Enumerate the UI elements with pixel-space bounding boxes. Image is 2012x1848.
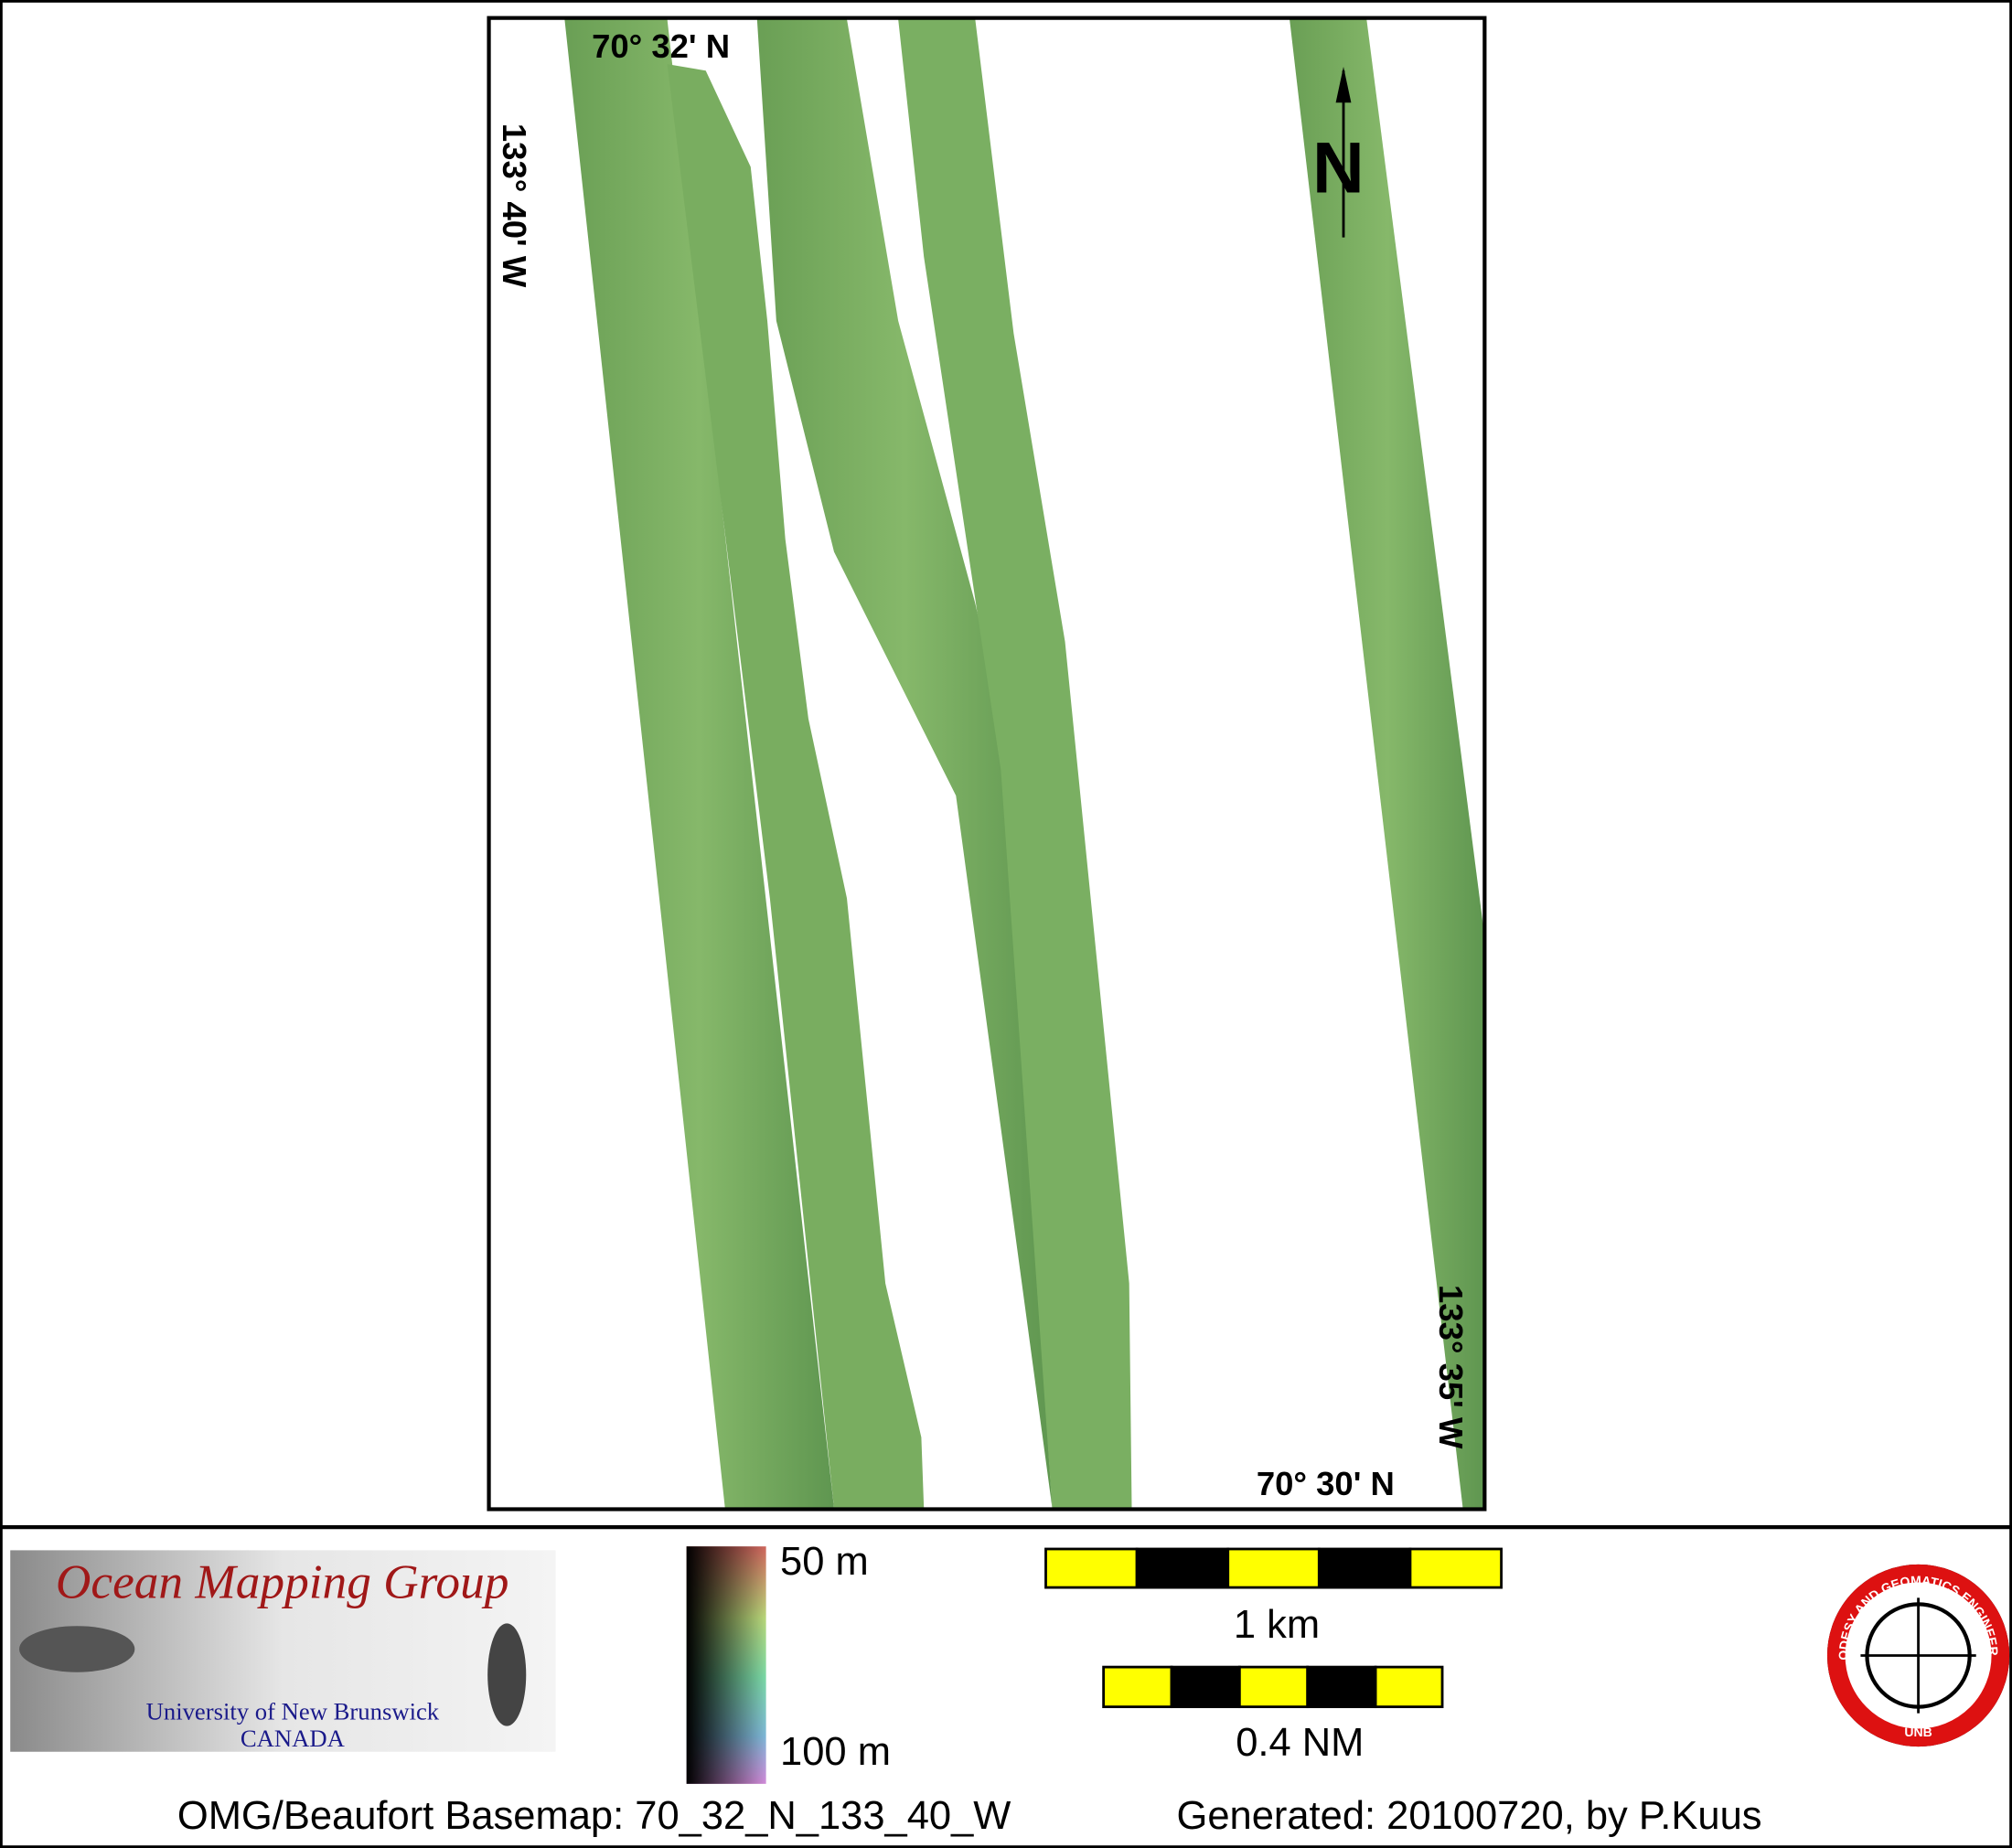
colorbar-label: 100 m <box>780 1730 891 1774</box>
scale-seg <box>1317 1547 1412 1589</box>
gge-ring <box>1826 1564 2010 1747</box>
colorbar-shade <box>686 1546 766 1784</box>
scale-seg <box>1044 1547 1139 1589</box>
omg-country: CANADA <box>241 1725 346 1752</box>
north-label: N <box>1312 128 1365 208</box>
footer-basemap: OMG/Beaufort Basemap: 70_32_N_133_40_W <box>177 1794 1011 1838</box>
logo-shape <box>487 1623 527 1726</box>
colorbar-label: 50 m <box>780 1540 869 1584</box>
swath-curved <box>756 19 1053 1509</box>
scale-seg <box>1135 1547 1230 1589</box>
swath-ragged <box>667 64 925 1509</box>
gge-center-text: UNB <box>1904 1725 1932 1739</box>
scale-seg <box>1237 1665 1310 1709</box>
omg-university: University of New Brunswick <box>146 1698 440 1725</box>
scale-seg <box>1374 1665 1444 1709</box>
swath-east <box>1290 19 1485 1509</box>
scale-bar-km <box>1044 1547 1503 1589</box>
scale-seg <box>1102 1665 1173 1709</box>
scale-seg <box>1170 1665 1241 1709</box>
scale-label: 0.4 NM <box>1236 1721 1364 1765</box>
swath-right-ragged <box>898 19 1132 1509</box>
scale-seg <box>1408 1547 1503 1589</box>
omg-title: Ocean Mapping Group <box>56 1554 508 1608</box>
scale-label: 1 km <box>1234 1603 1320 1647</box>
scale-seg <box>1226 1547 1321 1589</box>
scale-bar-nm <box>1102 1665 1444 1709</box>
scale-seg <box>1306 1665 1377 1709</box>
lat-label: 70° 30' N <box>1257 1465 1395 1502</box>
lat-label: 70° 32' N <box>592 27 730 65</box>
logo-shape <box>19 1626 135 1672</box>
footer-generated: Generated: 20100720, by P.Kuus <box>1176 1794 1761 1838</box>
north-arrowhead <box>1335 66 1352 103</box>
lon-label: 133° 40' W <box>496 123 533 288</box>
lon-label: 133° 35' W <box>1432 1285 1470 1449</box>
map-frame <box>487 16 1487 1512</box>
swath <box>564 19 834 1509</box>
